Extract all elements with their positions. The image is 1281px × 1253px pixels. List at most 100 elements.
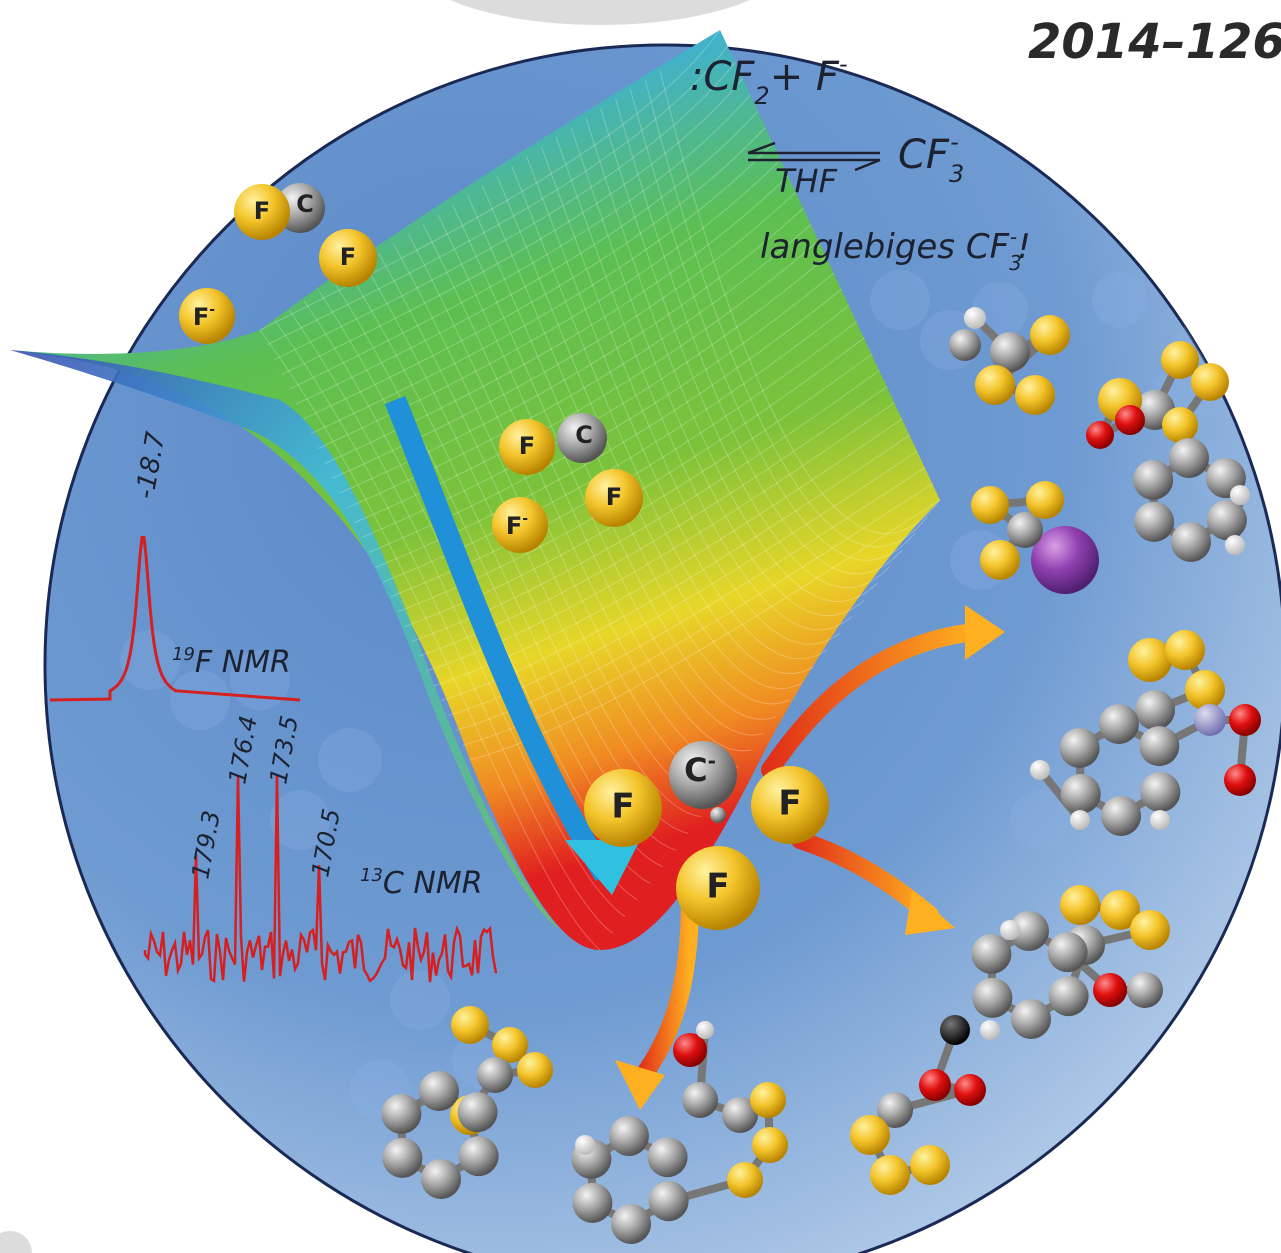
trifluoromethyl-anion: C- F F F (584, 741, 829, 930)
note: langlebiges CF3-! (760, 225, 1031, 275)
atom (647, 1137, 688, 1178)
atom (1150, 810, 1170, 830)
label: 13 (360, 865, 383, 886)
mesh-line (448, 450, 918, 716)
atom (1224, 764, 1256, 796)
atom (1008, 911, 1049, 952)
atom (1185, 670, 1225, 710)
c13-label: 13C NMR (360, 865, 483, 901)
atom (1191, 363, 1229, 401)
atom (870, 1155, 910, 1195)
atom (451, 1006, 489, 1044)
label: F (506, 512, 522, 540)
equation-product: CF3 - (898, 128, 964, 188)
atom (850, 1115, 890, 1155)
mesh-line (462, 483, 933, 746)
mesh-line (259, 29, 721, 331)
atom (1135, 690, 1175, 730)
ghost-atom (120, 630, 180, 690)
mesh-line (419, 386, 888, 657)
mesh-line (426, 402, 895, 672)
ghost-atom (1010, 790, 1070, 850)
atom (722, 1097, 758, 1133)
atom (975, 365, 1015, 405)
atom (964, 307, 986, 329)
atom (1162, 407, 1198, 443)
label: F (778, 784, 801, 824)
atom (727, 1162, 763, 1198)
equation-reactants: :CF2+ F- (690, 50, 848, 110)
atom (1165, 630, 1205, 670)
mesh-line (288, 94, 751, 390)
atom (1048, 976, 1089, 1017)
equilibrium-arrows (747, 141, 881, 172)
atom (1115, 405, 1145, 435)
atom (1000, 920, 1020, 940)
mesh-line (629, 89, 916, 561)
label: ! (1017, 227, 1031, 267)
atom (919, 1069, 951, 1101)
atom (382, 1137, 423, 1178)
molecule (1086, 341, 1250, 562)
carbene-top: F C F (234, 183, 377, 287)
mesh-line (289, 310, 626, 918)
mesh-line (541, 146, 840, 645)
label: F (606, 483, 622, 511)
mesh-line (303, 126, 766, 420)
atom (1128, 638, 1172, 682)
svg-text:F-: F- (506, 511, 528, 540)
label: langlebiges CF (760, 227, 1010, 267)
fluoride-mid: F- (492, 497, 548, 553)
atom (1206, 500, 1247, 541)
label: 2 (754, 82, 769, 110)
atom (457, 1092, 498, 1133)
atom (1127, 972, 1163, 1008)
ghost-atom (170, 670, 230, 730)
atom (381, 1093, 422, 1134)
background-shape (450, 0, 750, 25)
atom (1101, 795, 1142, 836)
mesh-line (378, 252, 701, 818)
atom (971, 486, 1009, 524)
atom (1133, 459, 1174, 500)
fluoride-top: F- (179, 288, 235, 344)
atom (608, 1116, 649, 1157)
label: - (1010, 225, 1017, 249)
atom (648, 1181, 689, 1222)
mesh-line (274, 320, 613, 934)
mesh-line (310, 143, 774, 435)
molecule (850, 1015, 986, 1195)
ghost-atom (318, 728, 382, 792)
mesh-line (615, 98, 903, 575)
atom (1134, 501, 1175, 542)
solvent: THF (775, 162, 838, 200)
atom (1170, 521, 1211, 562)
mesh-line (469, 499, 941, 761)
atom (1100, 890, 1140, 930)
atom (458, 1136, 499, 1177)
c13-nmr-spectrum: 179.3 176.4 173.5 170.5 13C NMR (143, 714, 498, 983)
atom (1026, 481, 1064, 519)
svg-text:C-: C- (684, 749, 716, 790)
atom (1030, 760, 1050, 780)
atom (949, 329, 981, 361)
mesh-line (455, 467, 926, 731)
mesh-line (274, 62, 736, 361)
carbene-mid: F C F (499, 413, 643, 527)
mesh-line (440, 434, 910, 702)
atom (1169, 438, 1210, 479)
issue-number: 2014–126 (1028, 14, 1281, 70)
atom (1230, 485, 1250, 505)
label: 3 (1009, 251, 1022, 275)
label: C NMR (383, 866, 483, 901)
product-molecules (381, 307, 1261, 1244)
mesh-line (295, 110, 759, 405)
atom (1031, 526, 1099, 594)
reaction-path-arrow (384, 395, 615, 881)
ghost-atom (390, 970, 450, 1030)
atom (1140, 772, 1181, 813)
atom (1098, 704, 1139, 745)
atom (910, 1145, 950, 1185)
molecule (971, 885, 1170, 1040)
